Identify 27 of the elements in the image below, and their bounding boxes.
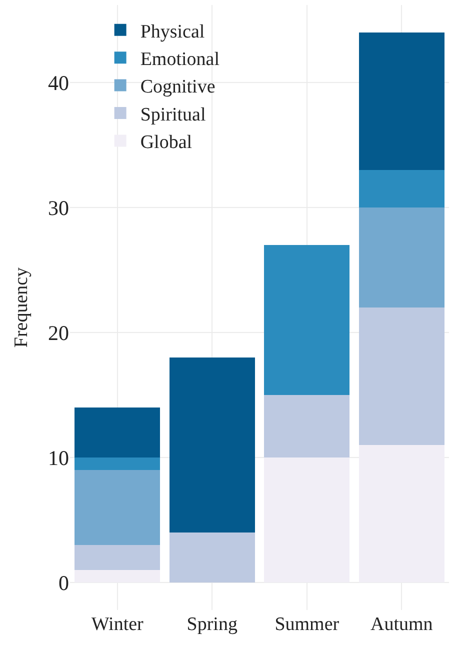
x-tick-label: Winter [91,614,144,635]
bar [74,458,160,470]
bar [169,532,255,582]
bar [358,170,444,208]
legend-label: Global [140,132,192,154]
legend-label: Cognitive [140,76,216,98]
legend-label: Physical [140,21,205,42]
y-tick-label: 20 [48,320,69,345]
x-tick-label: Summer [274,614,340,635]
y-tick-label: 40 [48,70,69,95]
y-tick-label: 0 [58,570,69,595]
legend-label: Spiritual [140,104,206,126]
y-tick-label: 10 [48,446,69,470]
bar [74,545,160,570]
bar [264,395,350,458]
x-tick-label: Autumn [370,614,434,635]
y-axis-title: Frequency [10,266,32,348]
bar [358,32,444,170]
bar [74,470,160,545]
bar [358,208,444,308]
y-tick-label: 30 [48,196,69,220]
x-tick-label: Spring [186,614,238,635]
bar [169,358,255,532]
bar [264,245,350,395]
bar [74,408,160,458]
legend-label: Emotional [140,49,220,70]
bar [358,308,444,445]
